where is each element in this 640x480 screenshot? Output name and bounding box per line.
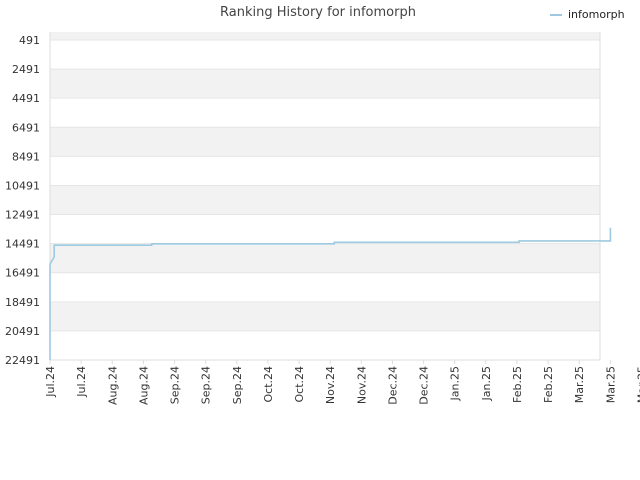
x-tick-label: Dec.24 bbox=[386, 366, 399, 405]
y-tick-label: 12491 bbox=[5, 209, 40, 222]
plot-area bbox=[49, 227, 612, 360]
x-tick-label: Jan.25 bbox=[449, 366, 462, 401]
grid-band bbox=[50, 243, 600, 273]
x-tick-label: Sep.24 bbox=[200, 366, 213, 404]
chart-title: Ranking History for infomorph bbox=[220, 5, 416, 20]
grid-bands bbox=[49, 32, 601, 361]
x-tick-label: Mar.25 bbox=[573, 366, 586, 403]
x-tick-label: Aug.24 bbox=[137, 366, 150, 405]
grid-band bbox=[50, 69, 600, 99]
x-tick-label: Sep.24 bbox=[169, 366, 182, 404]
x-tick-label: Jan.25 bbox=[480, 366, 493, 401]
y-tick-label: 16491 bbox=[5, 267, 40, 280]
y-tick-label: 20491 bbox=[5, 325, 40, 338]
y-tick-label: 14491 bbox=[5, 238, 40, 251]
grid-band-top bbox=[50, 32, 600, 40]
x-tick-label: Aug.24 bbox=[106, 366, 119, 405]
x-tick-label: Nov.24 bbox=[355, 366, 368, 404]
y-tick-label: 10491 bbox=[5, 179, 40, 192]
y-tick-label: 2491 bbox=[12, 63, 40, 76]
series-line-infomorph bbox=[49, 227, 612, 360]
grid-band bbox=[50, 40, 600, 70]
x-axis: Jul.24 Jul.24 Aug.24 Aug.24 Sep.24 Sep.24 Sep.… bbox=[44, 360, 640, 405]
x-tick-label: Oct.24 bbox=[293, 366, 306, 403]
x-tick-label: Dec.24 bbox=[418, 366, 431, 405]
grid-band bbox=[50, 127, 600, 157]
x-tick-label: Feb.25 bbox=[511, 366, 524, 403]
legend: infomorph bbox=[550, 8, 625, 21]
grid-band bbox=[50, 301, 600, 331]
y-tick-label: 8491 bbox=[12, 150, 40, 163]
x-tick-label: Sep.24 bbox=[231, 366, 244, 404]
y-tick-label: 6491 bbox=[12, 121, 40, 134]
grid-band bbox=[50, 214, 600, 244]
grid-band bbox=[50, 156, 600, 186]
legend-label: infomorph bbox=[568, 8, 625, 21]
y-tick-label: 4491 bbox=[12, 92, 40, 105]
x-tick-label: Jul.24 bbox=[75, 366, 88, 398]
x-tick-label: Nov.24 bbox=[324, 366, 337, 404]
x-tick-label: Oct.24 bbox=[262, 366, 275, 403]
grid-band bbox=[50, 98, 600, 128]
y-tick-label: 491 bbox=[19, 34, 40, 47]
grid-band bbox=[50, 272, 600, 302]
x-tick-label: Mar.25 bbox=[604, 366, 617, 403]
grid-band bbox=[50, 185, 600, 215]
y-tick-label: 22491 bbox=[5, 354, 40, 367]
grid-band bbox=[50, 330, 600, 360]
x-tick-label: Feb.25 bbox=[542, 366, 555, 403]
x-tick-label: Jul.24 bbox=[44, 366, 57, 398]
y-axis: 491 2491 4491 6491 8491 10491 12491 14491 16491 1… bbox=[5, 34, 40, 367]
y-tick-label: 18491 bbox=[5, 296, 40, 309]
x-tick-label: Mar.25 bbox=[636, 366, 640, 403]
